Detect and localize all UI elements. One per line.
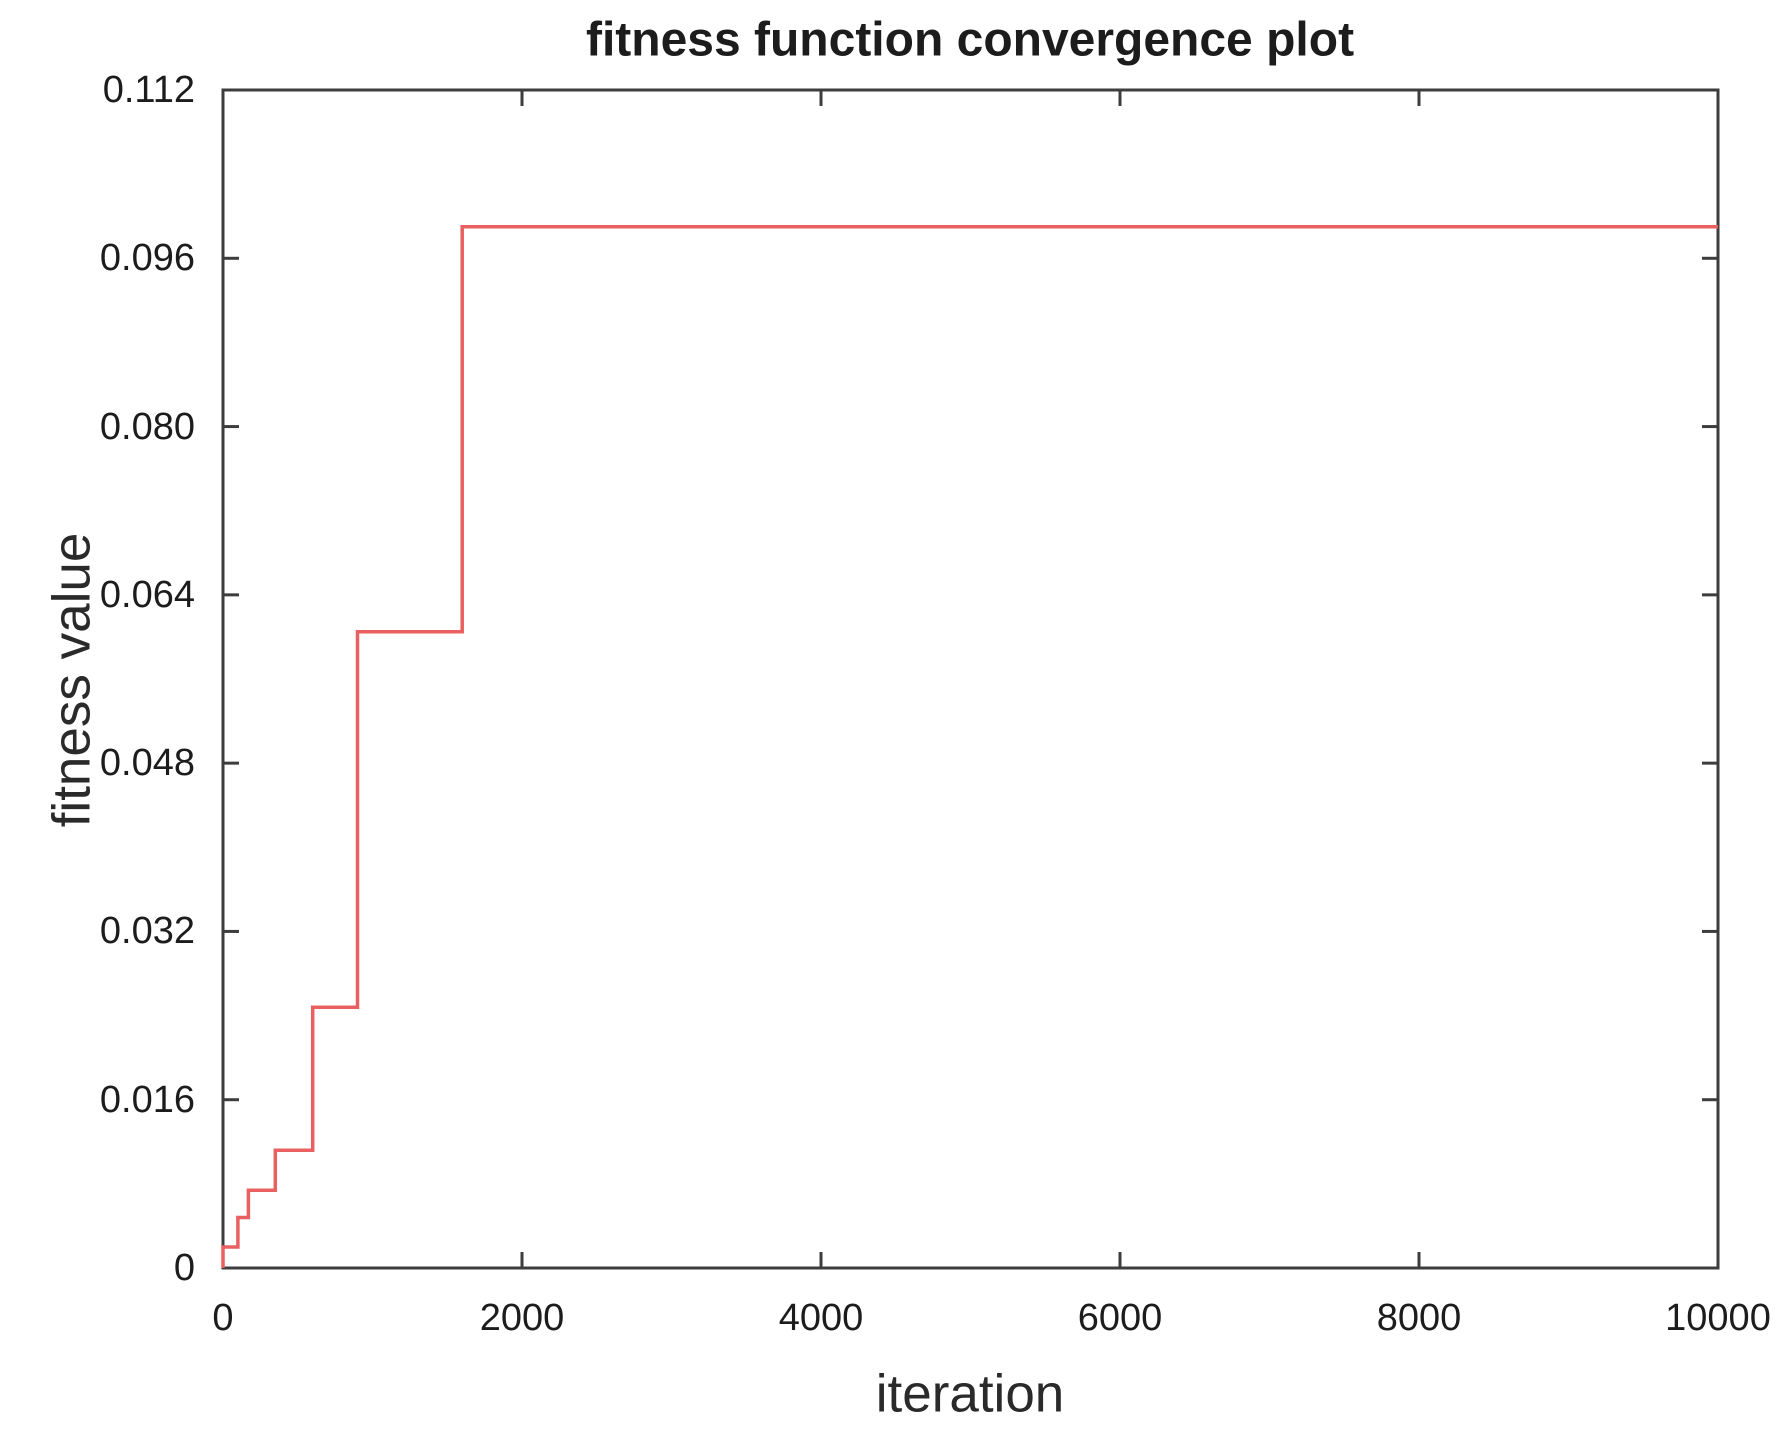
y-tick-label: 0 bbox=[173, 1247, 195, 1289]
y-tick-label: 0.112 bbox=[102, 69, 195, 111]
y-tick-label: 0.048 bbox=[99, 742, 195, 785]
x-tick-label: 2000 bbox=[479, 1297, 565, 1339]
x-tick-label: 4000 bbox=[778, 1297, 864, 1339]
x-tick-label: 0 bbox=[212, 1297, 234, 1339]
x-tick-label: 10000 bbox=[1665, 1297, 1771, 1339]
axes-box bbox=[221, 88, 1720, 1270]
y-tick-label: 0.064 bbox=[99, 573, 195, 616]
y-tick-label: 0.032 bbox=[99, 910, 195, 953]
chart-title: fitness function convergence plot bbox=[585, 13, 1355, 67]
y-tick-label: 0.016 bbox=[99, 1078, 195, 1121]
x-axis-label: iteration bbox=[875, 1364, 1065, 1424]
x-tick-label: 6000 bbox=[1077, 1297, 1163, 1339]
y-tick-label: 0.080 bbox=[99, 405, 195, 448]
y-tick-label: 0.096 bbox=[99, 237, 195, 280]
x-tick-label: 8000 bbox=[1376, 1297, 1462, 1339]
fitness-line bbox=[221, 224, 1718, 1268]
